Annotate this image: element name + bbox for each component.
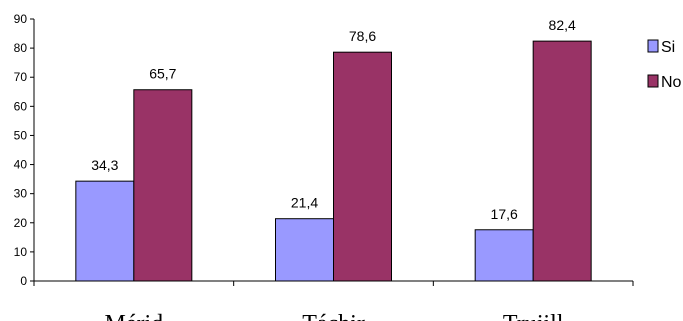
legend-label-no: No <box>661 74 682 91</box>
data-label-si-3: 17,6 <box>491 206 518 222</box>
x-axis <box>33 280 634 286</box>
category-label: Táchir <box>302 311 365 321</box>
legend-swatch-no <box>647 74 659 88</box>
bar-no-1 <box>133 89 193 282</box>
data-label-no-2: 78,6 <box>349 28 376 44</box>
data-labels: 34,3 65,7 21,4 78,6 17,6 82,4 <box>91 17 576 222</box>
bar-si-3 <box>474 229 534 282</box>
y-tick-label: 40 <box>14 158 28 172</box>
data-label-no-1: 65,7 <box>149 66 176 82</box>
data-label-no-3: 82,4 <box>549 17 576 33</box>
y-tick-label: 50 <box>14 128 28 142</box>
bar-no-2 <box>333 51 392 282</box>
bar-si-2 <box>275 218 334 282</box>
legend-swatch-si <box>647 39 659 53</box>
y-tick-label: 20 <box>14 216 28 230</box>
y-axis: 0 10 20 30 40 50 60 70 80 90 <box>14 12 35 288</box>
y-tick-label: 10 <box>14 245 28 259</box>
y-tick-label: 60 <box>14 99 28 113</box>
category-labels: Mérid Táchir Trujill <box>105 311 564 321</box>
y-tick-label: 80 <box>14 41 28 55</box>
legend-label-si: Si <box>661 39 675 56</box>
y-tick-label: 0 <box>20 274 27 288</box>
data-label-si-1: 34,3 <box>91 157 118 173</box>
y-tick-label: 30 <box>14 187 28 201</box>
y-tick-label: 70 <box>14 70 28 84</box>
legend: Si No <box>647 39 682 91</box>
bar-si-1 <box>75 180 135 282</box>
y-tick-label: 90 <box>14 12 28 26</box>
data-label-si-2: 21,4 <box>291 195 318 211</box>
bar-no-3 <box>532 40 592 282</box>
bars <box>75 40 592 282</box>
category-label: Trujill <box>503 311 564 321</box>
category-label: Mérid <box>105 311 164 321</box>
